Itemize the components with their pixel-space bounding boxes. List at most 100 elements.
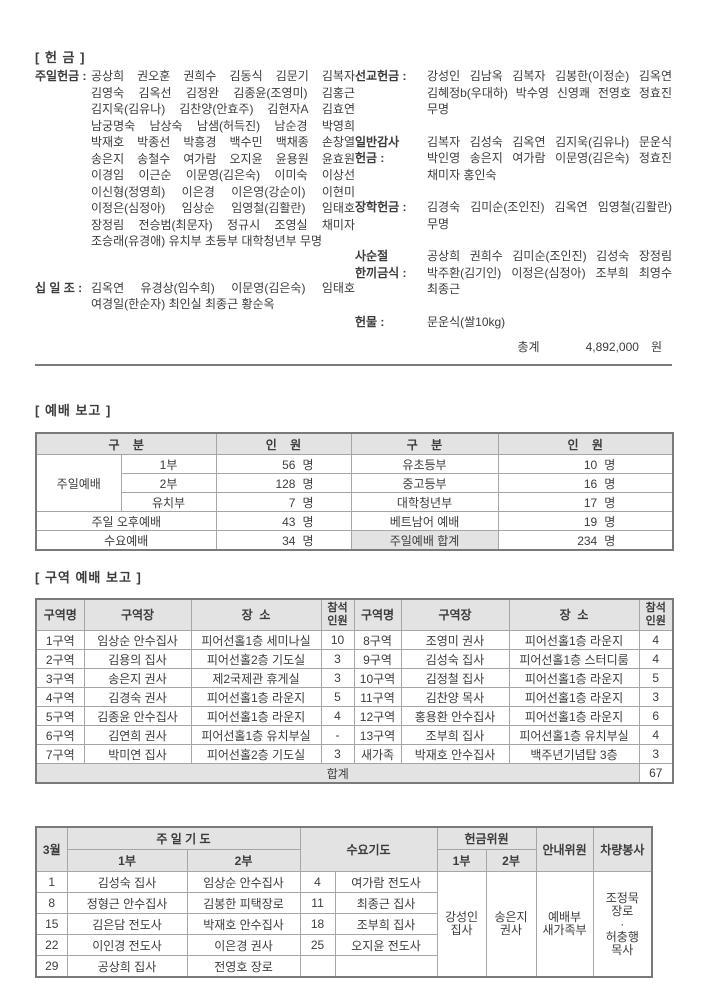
col-header-part1: 1부 <box>66 849 188 872</box>
table-row: 2부 128 명 중고등부 16 명 <box>36 473 674 493</box>
attendance-value: 10 <box>583 457 598 472</box>
leader-cell: 홍용환 안수집사 <box>400 706 510 726</box>
col-header-wednesday-prayer: 수요기도 <box>299 826 438 872</box>
worship-category-cell: 베트남어 예배 <box>350 511 499 531</box>
prayer1-cell: 정형근 안수집사 <box>66 892 188 914</box>
offering-left-column: 주일헌금 : 공상희 권오훈 권희수 김동식 김문기 김복자 김영숙 김옥선 김… <box>35 68 355 355</box>
attendance-unit: 명 <box>604 457 616 472</box>
names-line: 공상희 권희수 김미순(조인진) 김성숙 장정림 <box>427 249 672 263</box>
place-cell: 피어선홀1층 라운지 <box>508 630 640 650</box>
attendance-cell: 56 명 <box>215 454 352 474</box>
names-line: 김경숙 김미순(조인진) 김옥연 임영철(김활란) <box>427 200 672 214</box>
table-row: 주일 오후예배 43 명 베트남어 예배 19 명 <box>35 511 674 531</box>
attendance-value: 56 <box>282 457 296 472</box>
offering-section: [ 헌 금 ] 주일헌금 : 공상희 권오훈 권희수 김동식 김문기 김복자 김… <box>35 47 672 355</box>
names-line: 조승래(유경애) 유치부 초등부 대학청년부 무명 <box>91 234 323 248</box>
zone-cell: 5구역 <box>35 706 85 726</box>
total-unit: 원 <box>650 340 662 354</box>
place-cell: 피어선홀2층 기도실 <box>190 649 322 669</box>
wed-date-cell <box>299 955 336 978</box>
offering-label-scholarship: 장학헌금 : <box>355 200 407 214</box>
worship-category-cell: 수요예배 <box>35 530 217 551</box>
names-line: 송은지 송철수 여가람 오지윤 윤용원 윤효원 <box>91 151 355 166</box>
place-cell: 피어선홀1층 유치부실 <box>190 725 322 745</box>
wed-prayer-cell: 조부희 집사 <box>334 913 438 935</box>
attendance-unit: 명 <box>604 533 616 548</box>
attendance-cell: 4 <box>320 706 355 726</box>
offering-columns: 주일헌금 : 공상희 권오훈 권희수 김동식 김문기 김복자 김영숙 김옥선 김… <box>35 68 672 355</box>
attendance-value: 43 <box>282 514 296 529</box>
district-section-title: [ 구역 예배 보고 ] <box>35 570 142 585</box>
names-line: 장정림 전승범(최문자) 정규시 조영실 채미자 <box>91 217 355 232</box>
col-header-month: 3월 <box>35 826 68 872</box>
worship-section-title: [ 예배 보고 ] <box>35 403 112 418</box>
attendance-value: 19 <box>583 514 598 529</box>
attendance-value: 128 <box>275 476 296 491</box>
attendance-value: 7 <box>288 495 296 510</box>
col-header-place: 장 소 <box>508 598 640 631</box>
names-line: 여경일(한순자) 최인실 최종근 황순옥 <box>91 297 275 311</box>
col-header-zone: 구역명 <box>353 598 402 631</box>
names-line: 박주환(김기인) 이정은(심정아) 조부희 최영수 <box>427 265 672 280</box>
place-cell: 피어선홀1층 스터디룸 <box>508 649 640 669</box>
zone-cell: 8구역 <box>353 630 402 650</box>
worship-category-cell: 대학청년부 <box>350 492 499 512</box>
date-cell: 29 <box>35 955 68 978</box>
total-amount: 4,892,000 <box>585 340 639 354</box>
wed-prayer-cell: 최종근 집사 <box>334 892 438 914</box>
date-cell: 22 <box>35 934 68 956</box>
names-line: 김영숙 김옥선 김정완 김종윤(조영미) 김홍근 <box>91 85 355 100</box>
usher-cell: 예배부 새가족부 <box>535 871 594 978</box>
attendance-unit: 명 <box>302 514 314 529</box>
offering-entry-lent-fast: 사순절 한끼금식 : 공상희 권희수 김미순(조인진) 김성숙 장정림 박주환(… <box>355 248 672 298</box>
attendance-value: 34 <box>282 533 296 548</box>
col-header-count: 인 원 <box>215 432 352 455</box>
attendance-unit: 명 <box>302 457 314 472</box>
col-header-zone: 구역명 <box>35 598 85 631</box>
place-cell: 피어선홀1층 라운지 <box>190 687 322 707</box>
table-row: 4구역 김경숙 권사 피어선홀1층 라운지 5 11구역 김찬양 목사 피어선홀… <box>35 687 674 707</box>
names-line: 김혜정b(우대하) 박수영 신영쾌 전영호 정효진 <box>427 85 672 100</box>
col-header-part2: 2부 <box>186 849 301 872</box>
place-cell: 백주년기념탑 3층 <box>508 744 640 764</box>
table-header-row: 1부 2부 1부 2부 <box>36 849 652 872</box>
attendance-cell: 43 명 <box>215 511 352 531</box>
table-header-row: 구역명 구역장 장 소 참석 인원 구역명 구역장 장 소 참석 인원 <box>35 598 674 631</box>
offering-names-mission: 강성인 김남옥 김복자 김봉한(이정순) 김옥연 김혜정b(우대하) 박수영 신… <box>427 68 672 118</box>
leader-cell: 조영미 권사 <box>400 630 510 650</box>
zone-cell: 3구역 <box>35 668 85 688</box>
attendance-cell: 10 <box>320 630 355 650</box>
prayer1-cell: 김은담 전도사 <box>66 913 188 935</box>
names-line: 김지욱(김유나) 김찬양(안효주) 김현자A 김효연 <box>91 102 355 116</box>
offering-entry-mission: 선교헌금 : 강성인 김남옥 김복자 김봉한(이정순) 김옥연 김혜정b(우대하… <box>355 68 672 118</box>
leader-cell: 김용의 집사 <box>83 649 192 669</box>
place-cell: 피어선홀1층 라운지 <box>508 687 640 707</box>
attendance-cell: 19 명 <box>497 511 674 531</box>
leader-cell: 김정철 집사 <box>400 668 510 688</box>
zone-cell: 2구역 <box>35 649 85 669</box>
place-cell: 피어선홀1층 세미나실 <box>190 630 322 650</box>
names-line: 채미자 홍인숙 <box>427 167 497 182</box>
attendance-cell: 16 명 <box>497 473 674 493</box>
wed-date-cell: 25 <box>299 934 336 956</box>
wed-date-cell: 11 <box>299 892 336 914</box>
table-row: 1구역 임상순 안수집사 피어선홀1층 세미나실 10 8구역 조영미 권사 피… <box>35 630 674 650</box>
table-row: 29 공상희 집사 전영호 장로 <box>35 955 652 978</box>
attendance-unit: 명 <box>302 476 314 491</box>
prayer1-cell: 김성숙 집사 <box>66 871 188 893</box>
col-header-part1: 1부 <box>436 849 487 872</box>
table-row: 2구역 김용의 집사 피어선홀2층 기도실 3 9구역 김성숙 집사 피어선홀1… <box>35 649 674 669</box>
table-header-row: 구 분 인 원 구 분 인 원 <box>35 432 674 455</box>
table-row: 수요예배 34 명 주일예배 합계 234 명 <box>35 530 674 551</box>
worship-sub-cell: 2부 <box>120 473 217 493</box>
worship-sub-cell: 유치부 <box>120 492 217 512</box>
names-line: 김복자 김성숙 김옥연 김지욱(김유나) 문운식 <box>427 134 672 149</box>
offering-entry-sunday: 주일헌금 : 공상희 권오훈 권희수 김동식 김문기 김복자 김영숙 김옥선 김… <box>35 68 355 250</box>
offering-label-mission: 선교헌금 : <box>355 69 407 83</box>
leader-cell: 조부희 집사 <box>400 725 510 745</box>
attendance-unit: 명 <box>302 533 314 548</box>
date-cell: 15 <box>35 913 68 935</box>
leader-cell: 박미연 집사 <box>83 744 192 764</box>
